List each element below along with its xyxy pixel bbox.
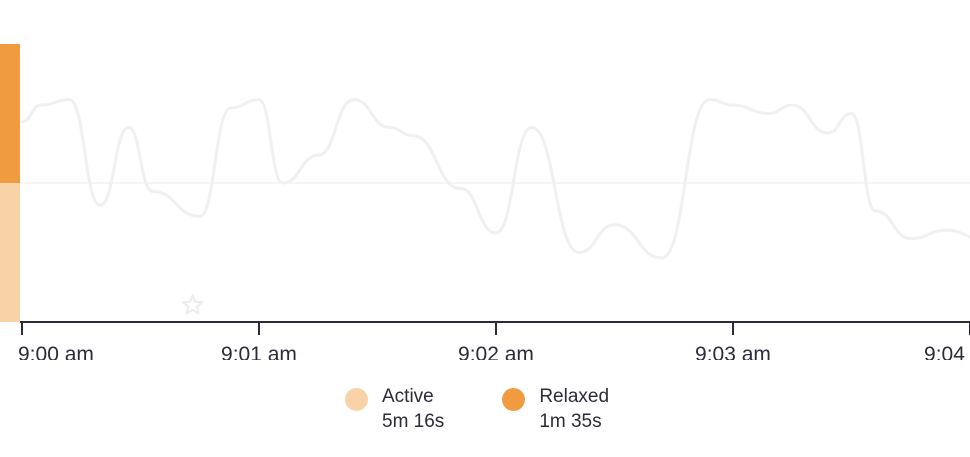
legend: Active 5m 16s Relaxed 1m 35s [345, 384, 609, 434]
star-icon [182, 294, 204, 315]
x-tick-label-2: 9:02 am [458, 343, 534, 360]
legend-label-relaxed: Relaxed [539, 386, 610, 407]
state-bar-active [0, 183, 20, 322]
legend-swatch-relaxed [502, 388, 526, 411]
legend-swatch-active [345, 388, 368, 411]
x-tick-label-1: 9:01 am [221, 343, 297, 360]
legend-item-relaxed: Relaxed 1m 35s [502, 384, 609, 434]
state-bar-relaxed [0, 44, 20, 183]
legend-label-active: Active [382, 386, 434, 407]
legend-value-active: 5m 16s [382, 411, 445, 432]
chart-svg: 9:00 am 9:01 am 9:02 am 9:03 am 9:04 am [0, 44, 970, 360]
legend-value-relaxed: 1m 35s [539, 411, 602, 432]
x-tick-label-4: 9:04 am [924, 343, 970, 360]
x-tick-label-0: 9:00 am [18, 343, 94, 360]
x-tick-label-3: 9:03 am [695, 343, 771, 360]
legend-item-active: Active 5m 16s [345, 384, 444, 434]
series-line-0 [20, 98, 970, 260]
